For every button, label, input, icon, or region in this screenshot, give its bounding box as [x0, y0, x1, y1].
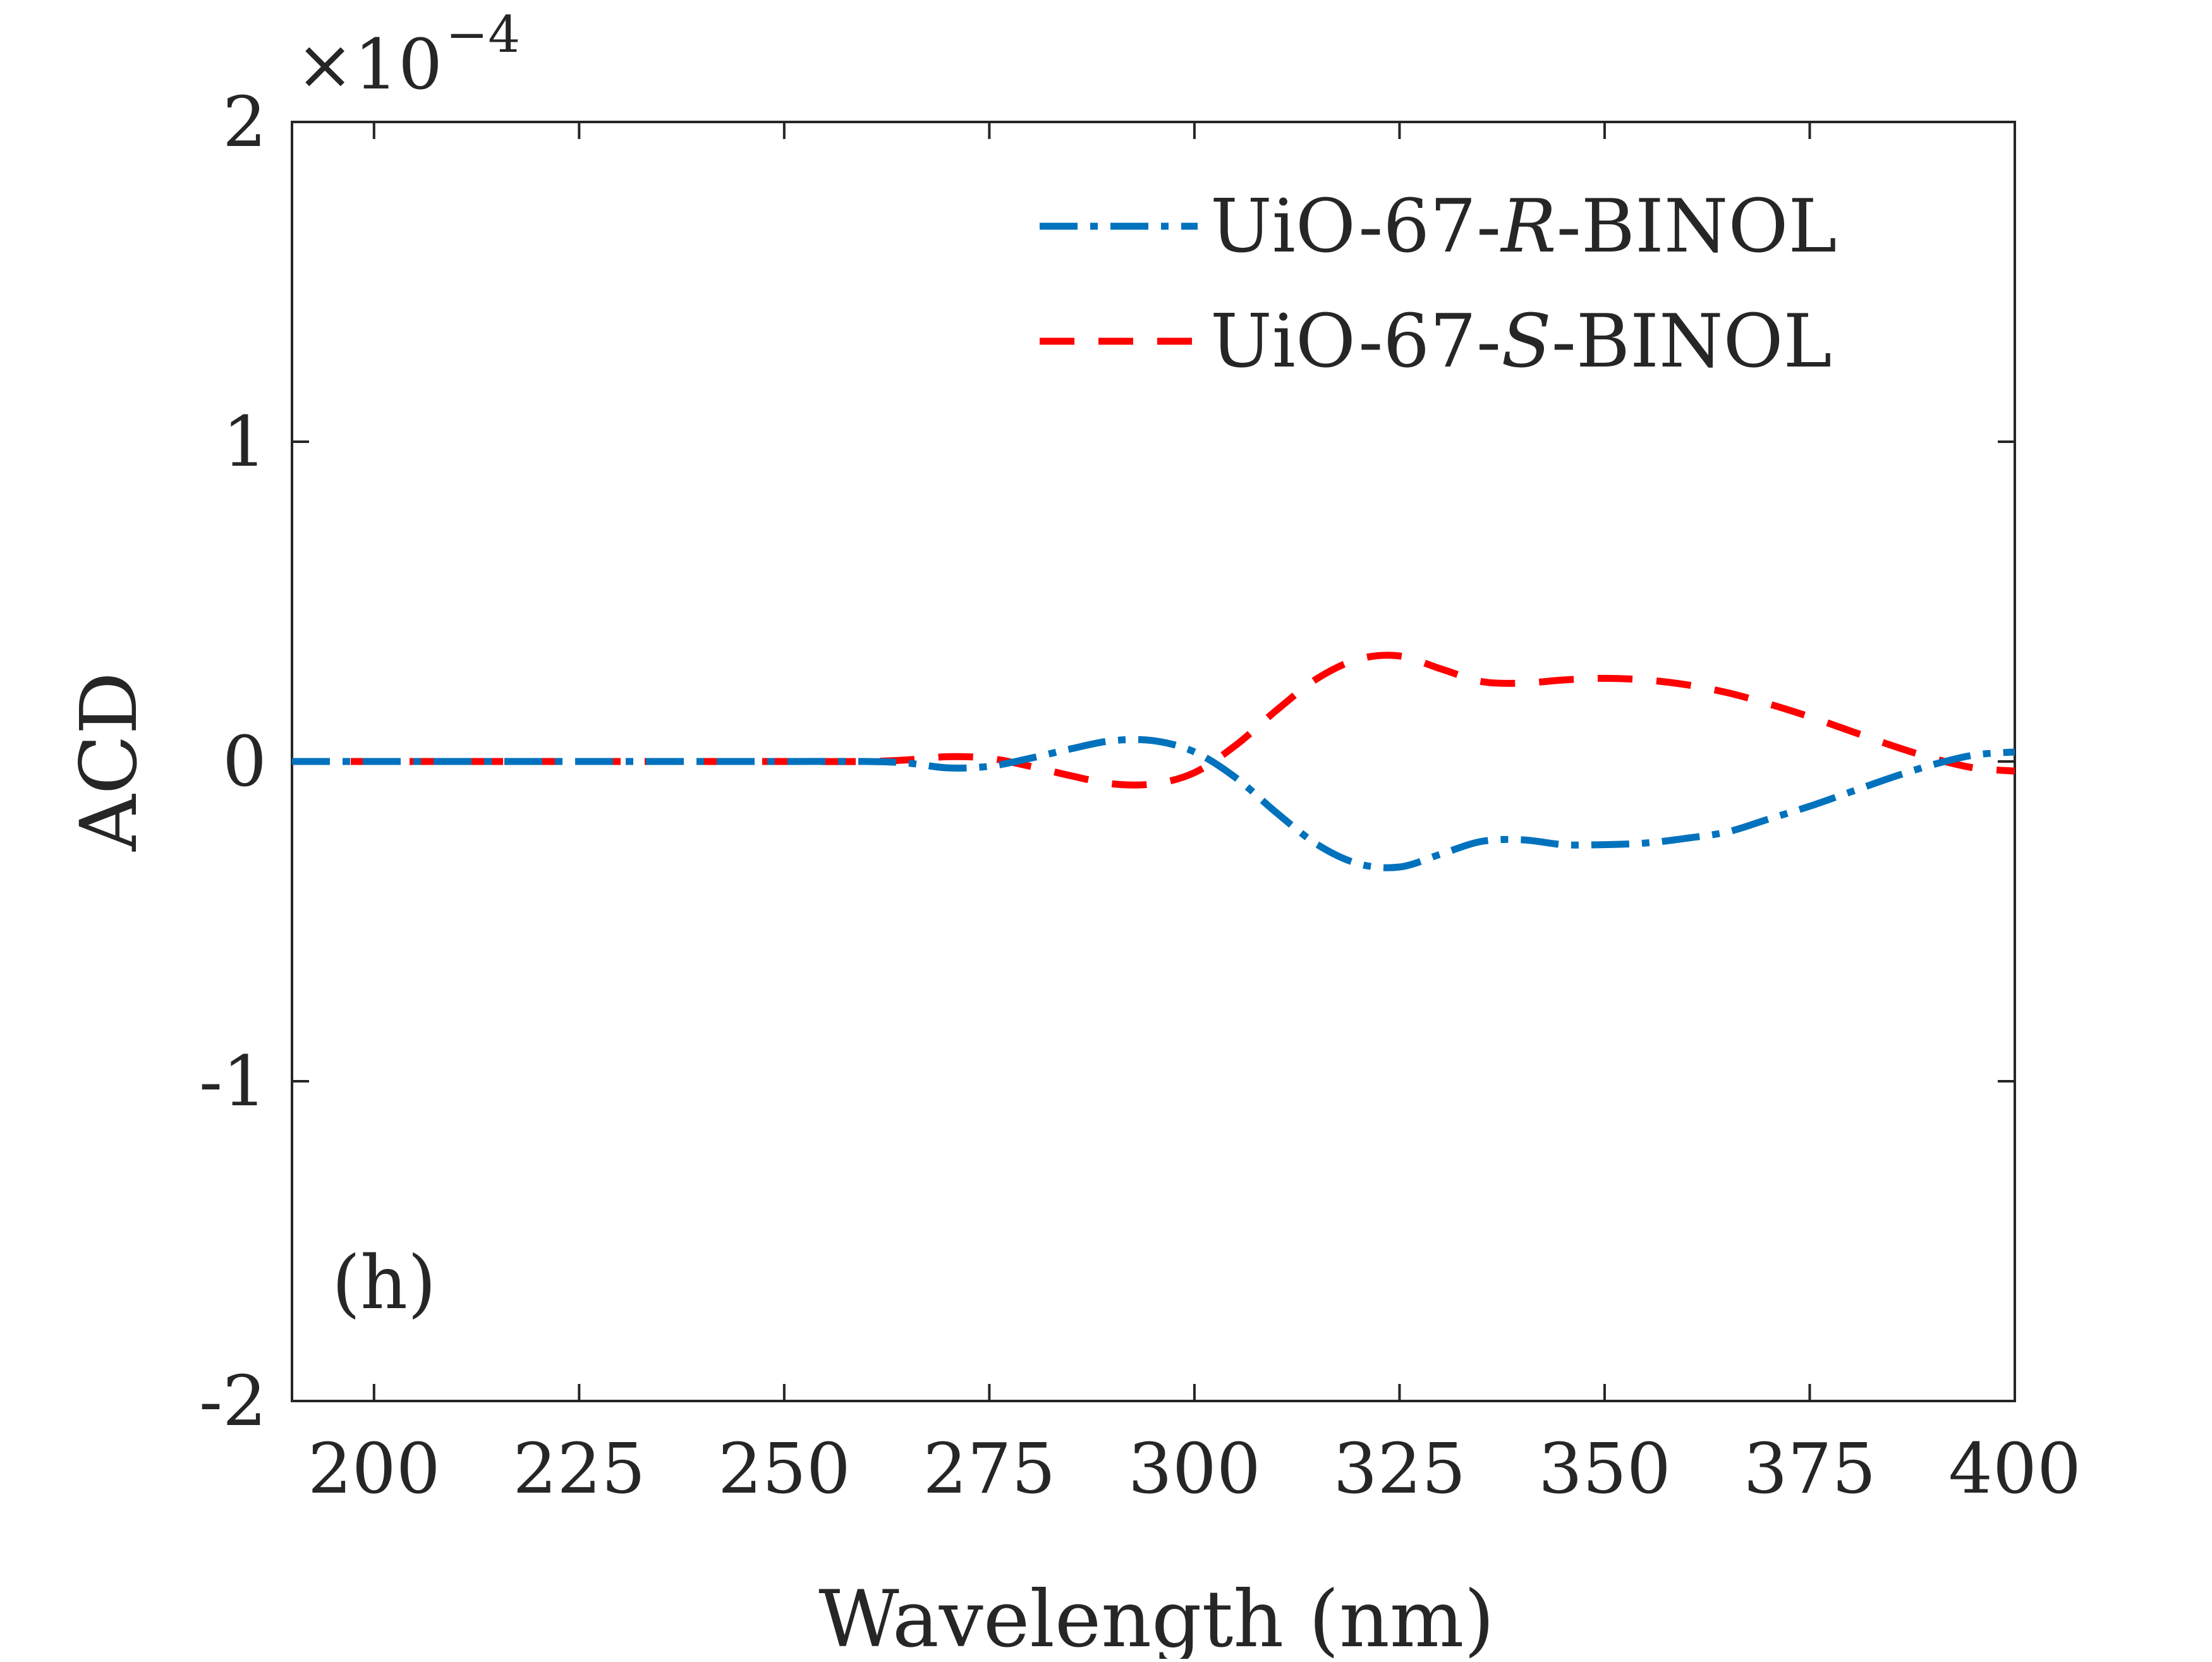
legend-label-suffix: -BINOL	[1557, 184, 1837, 269]
legend-label-suffix: -BINOL	[1552, 299, 1832, 384]
y-tick-label: 0	[222, 721, 267, 802]
y-tick-label: -1	[199, 1041, 267, 1122]
legend-label-italic: R	[1500, 184, 1556, 269]
x-tick-label: 200	[308, 1428, 441, 1509]
x-tick-label: 250	[718, 1428, 851, 1509]
legend-label-uio-67-r-binol: UiO-67-R-BINOL	[1210, 184, 1837, 269]
x-tick-label: 325	[1333, 1428, 1466, 1509]
x-axis-title: Wavelength (nm)	[818, 1574, 1495, 1659]
legend-label-prefix: UiO-67-	[1210, 184, 1501, 269]
x-tick-label: 375	[1743, 1428, 1876, 1509]
series-line-uio-67-r-binol	[292, 736, 2015, 871]
y-tick-label: -2	[199, 1361, 267, 1441]
x-tick-label: 300	[1128, 1428, 1261, 1509]
panel-label: (h)	[332, 1240, 436, 1326]
y-tick-label: 1	[222, 401, 267, 482]
y-axis-title: ACD	[64, 672, 155, 852]
x-tick-label: 275	[923, 1428, 1055, 1509]
legend-label-uio-67-s-binol: UiO-67-S-BINOL	[1210, 299, 1832, 384]
legend-label-prefix: UiO-67-	[1210, 299, 1501, 384]
x-tick-label: 225	[513, 1428, 645, 1509]
plot-area: 200 225 250 275 300 325 350 375 400 -2 -1 0 1 2	[199, 82, 2081, 1509]
y-axis-multiplier: ×10 −4	[296, 5, 520, 105]
legend-label-italic: S	[1501, 299, 1551, 384]
multiplier-exponent: −4	[446, 5, 520, 64]
y-tick-label: 2	[222, 82, 267, 162]
multiplier-base: ×10	[296, 24, 442, 105]
x-tick-label: 400	[1948, 1428, 2081, 1509]
x-tick-label: 350	[1538, 1428, 1671, 1509]
